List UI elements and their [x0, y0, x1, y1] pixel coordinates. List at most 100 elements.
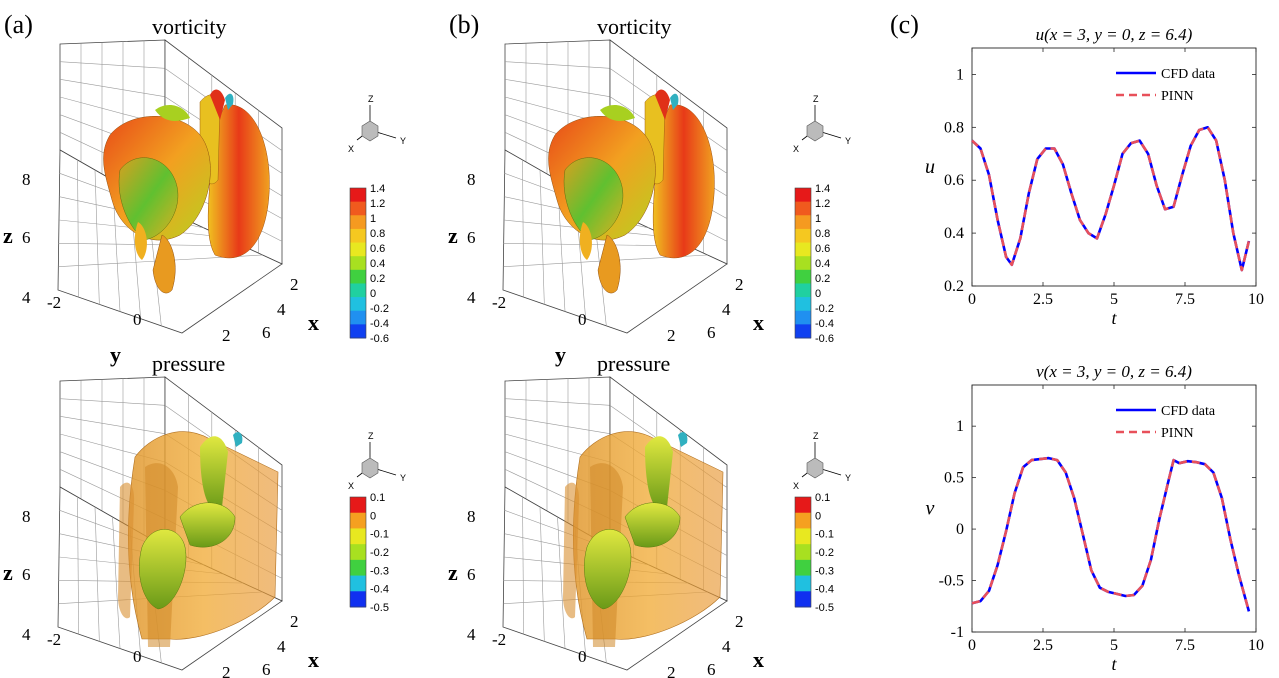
isosurface-blob — [579, 222, 592, 260]
y-tick-label: 0 — [133, 647, 142, 666]
x-tick-label: 6 — [262, 323, 271, 342]
x-axis-label: x — [753, 310, 764, 335]
colorbar-swatch — [350, 201, 366, 216]
colorbar-swatch — [350, 188, 366, 203]
cube-grid-line — [539, 506, 545, 642]
colorbar-swatch — [350, 242, 366, 257]
z-tick-label: 4 — [22, 288, 31, 307]
triad-z-label: Z — [813, 431, 819, 441]
x-tick-label: 2 — [735, 275, 744, 294]
colorbar-tick-label: 1 — [815, 213, 821, 225]
y-tick-label: 0.2 — [944, 278, 964, 295]
z-tick-label: 6 — [22, 565, 31, 584]
x-tick-label: 4 — [277, 300, 286, 319]
cube-grid-line — [112, 516, 121, 649]
y-tick-label: 0 — [578, 310, 587, 329]
triad-z-label: Z — [368, 94, 374, 104]
colorbar-frame — [794, 187, 812, 339]
triad-cube — [361, 457, 379, 479]
colorbar-tick-label: 0 — [815, 510, 821, 522]
colorbar-swatch — [350, 497, 366, 514]
vorticity-title: vorticity — [152, 14, 227, 39]
colorbar-swatch — [350, 559, 366, 577]
cube-grid-line — [504, 398, 611, 406]
colorbar-tick-label: -0.6 — [370, 333, 389, 345]
triad-x-label: X — [793, 481, 799, 491]
colorbar-tick-label: -0.4 — [815, 318, 834, 330]
colorbar-tick-label: -0.1 — [370, 529, 389, 541]
cube-grid-line — [77, 496, 79, 635]
triad-cube — [806, 457, 824, 479]
isosurface-shell — [207, 104, 270, 259]
y-tick-label: 1 — [956, 418, 964, 435]
colorbar-tick-label: 1 — [370, 213, 376, 225]
colorbar-swatch — [795, 324, 811, 339]
z-tick-label: 4 — [22, 625, 31, 644]
colorbar-frame — [349, 496, 367, 608]
colorbar-swatch — [795, 575, 811, 592]
z-tick-label: 6 — [22, 228, 31, 247]
y-tick-label: 2 — [222, 663, 231, 678]
y-tick-label: 1 — [956, 66, 964, 83]
colorbar-tick-label: -0.3 — [370, 565, 389, 577]
vorticity-colorbar: 1.4 1.2 1 0.8 0.6 0.4 0.2 0 -0.2 -0.4 -0.6 — [794, 183, 834, 345]
chart-title: u(x = 3, y = 0, z = 6.4) — [1036, 25, 1193, 44]
orientation-triad: Z Y X — [348, 94, 406, 154]
colorbar-swatch — [350, 310, 366, 325]
cube-grid-line — [539, 169, 545, 305]
colorbar-swatch — [350, 512, 366, 529]
colorbar-swatch — [795, 256, 811, 271]
y-tick-label: 0.4 — [944, 225, 964, 242]
colorbar-tick-label: 1.2 — [370, 198, 385, 210]
colorbar-tick-label: -0.4 — [370, 584, 389, 596]
isosurface-green — [118, 157, 179, 241]
y-tick-label: 0 — [956, 521, 964, 538]
cube-panel-a-pressure: 864z-202y246xpressureZYX0.10-0.1-0.2-0.3… — [3, 351, 406, 678]
colorbar-swatch — [795, 297, 811, 312]
colorbar-tick-label: -0.5 — [815, 602, 834, 614]
z-axis-label: z — [3, 560, 13, 585]
y-tick-label: -0.5 — [939, 573, 964, 590]
colorbar-tick-label: 0.2 — [815, 273, 830, 285]
z-tick-label: 8 — [22, 170, 31, 189]
colorbar-tick-label: 1.4 — [370, 183, 385, 195]
pressure-colorbar: 0.1 0 -0.1 -0.2 -0.3 -0.4 -0.5 — [794, 492, 834, 614]
cube-grid-line — [504, 61, 611, 69]
y-tick-label: 2 — [667, 663, 676, 678]
x-tick-label: 4 — [722, 300, 731, 319]
pressure-ring — [179, 502, 236, 548]
triad-z-label: Z — [368, 431, 374, 441]
colorbar-tick-label: -0.2 — [815, 547, 834, 559]
x-tick-label: 5 — [1110, 637, 1118, 654]
y-tick-label: 0.6 — [944, 172, 964, 189]
colorbar-swatch — [795, 497, 811, 514]
colorbar-tick-label: 0.1 — [815, 492, 830, 504]
isosurface-tip — [655, 89, 670, 120]
colorbar-swatch — [795, 283, 811, 298]
z-tick-label: 8 — [467, 170, 476, 189]
isosurface-tip — [210, 89, 225, 120]
orientation-triad: Z Y X — [793, 94, 851, 154]
z-tick-label: 6 — [467, 228, 476, 247]
cube-grid-line — [504, 416, 611, 434]
colorbar-swatch — [795, 528, 811, 545]
legend-label: PINN — [1161, 89, 1194, 104]
triad-cube — [361, 120, 379, 142]
series-line-pinn — [971, 126, 1251, 272]
triad-y-label: Y — [400, 136, 406, 146]
triad-x-label: X — [793, 144, 799, 154]
x-tick-label: 5 — [1110, 291, 1118, 308]
colorbar-tick-label: 0 — [370, 288, 376, 300]
y-tick-label: 0 — [133, 310, 142, 329]
triad-y-label: Y — [400, 473, 406, 483]
y-tick-label: -2 — [47, 293, 61, 312]
triad-y-label: Y — [845, 473, 851, 483]
y-tick-label: -2 — [492, 293, 506, 312]
cube-grid-line — [94, 506, 100, 642]
orientation-triad: Z Y X — [348, 431, 406, 491]
vorticity-title: vorticity — [597, 14, 672, 39]
colorbar-tick-label: 1.2 — [815, 198, 830, 210]
x-axis-label: x — [308, 310, 319, 335]
